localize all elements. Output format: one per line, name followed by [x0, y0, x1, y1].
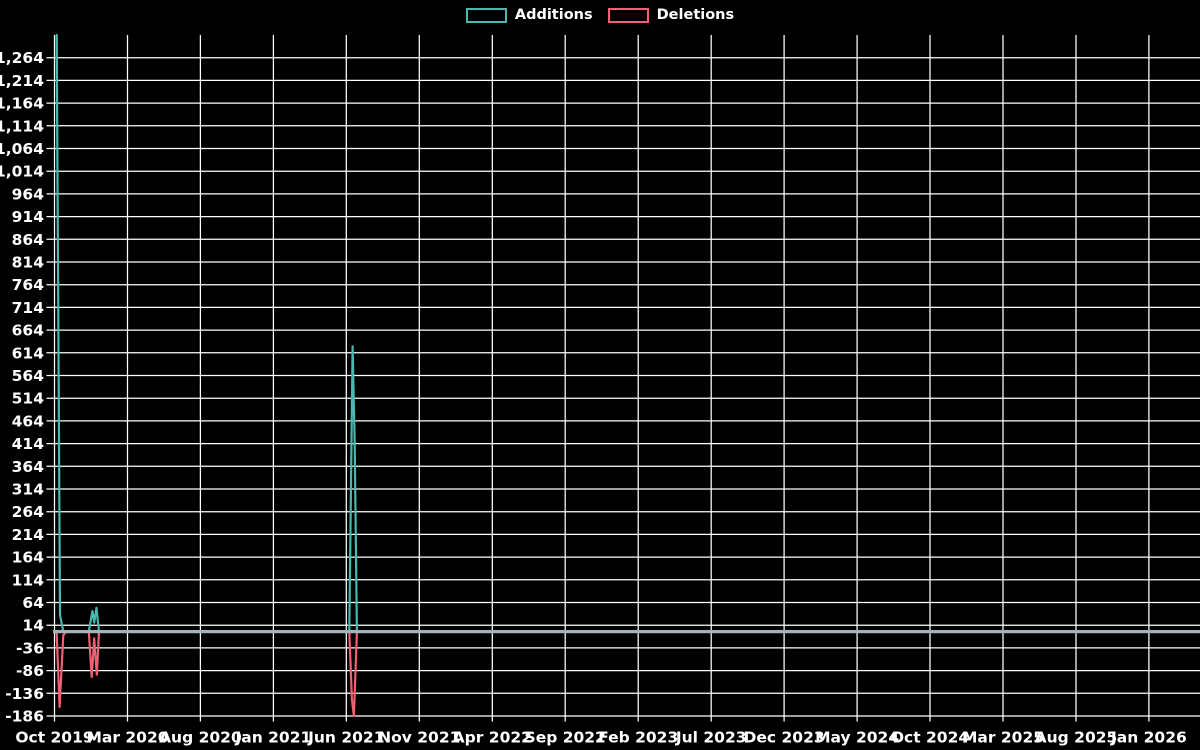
series-line-additions	[55, 33, 1200, 633]
y-tick-label: 214	[12, 526, 45, 544]
chart-legend: Additions Deletions	[0, 7, 1200, 23]
x-tick-label: Oct 2024	[891, 729, 970, 747]
x-tick-label: Jun 2021	[307, 729, 384, 747]
y-tick-label: 14	[22, 617, 44, 635]
y-tick-label: 614	[12, 344, 45, 362]
y-tick-label: 564	[12, 367, 45, 385]
y-tick-label: 164	[12, 549, 45, 567]
x-tick-label: Apr 2022	[453, 729, 532, 747]
y-tick-label: 414	[12, 435, 45, 453]
series-line-deletions	[55, 630, 1200, 718]
y-tick-label: 364	[12, 458, 45, 476]
y-tick-label: 914	[12, 208, 45, 226]
y-tick-label: 1,214	[0, 72, 44, 90]
deletions-swatch-icon	[607, 7, 649, 23]
legend-label-deletions: Deletions	[656, 7, 735, 23]
y-tick-label: 1,114	[0, 117, 44, 135]
y-tick-label: 114	[12, 571, 45, 589]
y-tick-label: 64	[22, 594, 44, 612]
y-tick-label: 264	[12, 503, 45, 521]
y-tick-label: 714	[12, 299, 45, 317]
x-tick-label: Aug 2020	[159, 729, 242, 747]
x-tick-label: Aug 2025	[1035, 729, 1118, 747]
y-tick-label: 464	[12, 412, 45, 430]
y-tick-label: -86	[16, 662, 44, 680]
y-tick-label: 1,264	[0, 49, 44, 67]
y-tick-label: 864	[12, 231, 45, 249]
y-tick-label: 764	[12, 276, 45, 294]
additions-swatch-icon	[465, 7, 507, 23]
y-tick-label: 664	[12, 322, 45, 340]
legend-item-additions[interactable]: Additions	[465, 7, 593, 23]
legend-label-additions: Additions	[514, 7, 593, 23]
x-tick-label: Nov 2021	[378, 729, 460, 747]
x-tick-label: Oct 2019	[15, 729, 93, 747]
x-tick-label: Sep 2022	[525, 729, 606, 747]
x-tick-label: Jan 2026	[1110, 729, 1187, 747]
y-tick-label: -36	[16, 639, 44, 657]
y-tick-label: -136	[5, 685, 44, 703]
x-tick-label: Jan 2021	[234, 729, 311, 747]
y-tick-label: 314	[12, 481, 45, 499]
y-tick-label: 1,014	[0, 163, 44, 181]
x-tick-label: Jul 2023	[675, 729, 747, 747]
x-tick-label: Mar 2020	[86, 729, 168, 747]
y-tick-label: 814	[12, 254, 45, 272]
x-tick-label: Feb 2023	[598, 729, 678, 747]
x-tick-label: Dec 2023	[744, 729, 825, 747]
legend-item-deletions[interactable]: Deletions	[607, 7, 735, 23]
y-tick-label: 964	[12, 185, 45, 203]
y-tick-label: 1,164	[0, 95, 44, 113]
y-tick-label: -186	[5, 708, 44, 726]
y-tick-label: 514	[12, 390, 45, 408]
y-tick-label: 1,064	[0, 140, 44, 158]
x-tick-label: May 2024	[815, 729, 899, 747]
x-tick-label: Mar 2025	[962, 729, 1044, 747]
